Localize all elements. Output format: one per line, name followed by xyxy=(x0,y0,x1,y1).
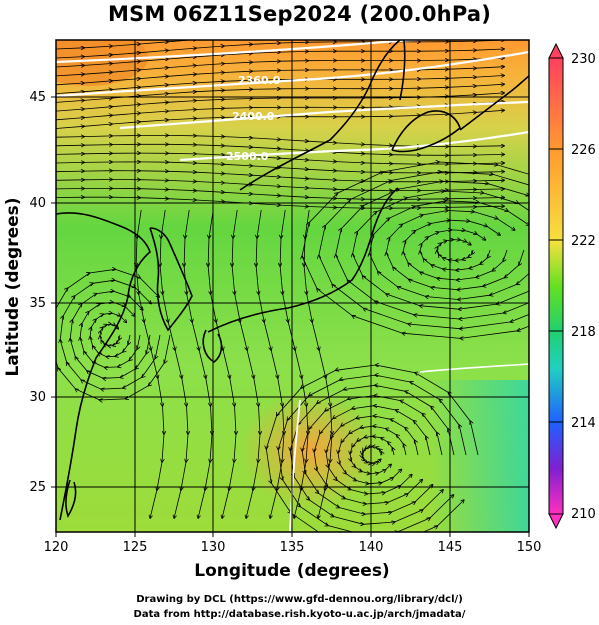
x-tick-label: 150 xyxy=(517,540,542,555)
x-tick-label: 130 xyxy=(201,540,226,555)
colorbar-label: 210 xyxy=(571,507,596,522)
colorbar-label: 226 xyxy=(571,143,596,158)
contour-line xyxy=(56,40,433,64)
y-tick-label: 40 xyxy=(29,196,46,211)
y-axis-label: Latitude (degrees) xyxy=(3,197,23,376)
coast-mainland-north xyxy=(239,40,401,191)
coast-sakhalin xyxy=(399,40,406,101)
contour-label: 2500.0 xyxy=(226,150,269,163)
coast-korea xyxy=(149,227,193,332)
x-tick-label: 125 xyxy=(123,540,148,555)
colorbar-min-arrow xyxy=(548,513,564,530)
x-tick-label: 120 xyxy=(44,540,69,555)
contour-line xyxy=(419,363,529,373)
y-tick-label: 30 xyxy=(29,390,46,405)
coast-honshu xyxy=(207,187,399,333)
contour-line xyxy=(56,50,529,98)
contour-labels: 2360.0 2400.0 2500.0 xyxy=(226,74,281,163)
streamline xyxy=(304,209,332,518)
y-tick-label: 45 xyxy=(29,90,46,105)
cool-edge xyxy=(430,380,529,532)
graticule xyxy=(56,40,529,532)
colorbar-label: 218 xyxy=(571,325,596,340)
y-axis: 25 30 35 40 45 Latitude (degrees) xyxy=(3,90,56,495)
colorbar-max-arrow xyxy=(548,42,564,59)
colorbar-scale xyxy=(548,57,564,515)
credit-data: Data from http://database.rish.kyoto-u.a… xyxy=(133,609,466,620)
coast-taiwan xyxy=(65,479,77,518)
x-axis-label: Longitude (degrees) xyxy=(194,561,389,581)
contour-label: 2400.0 xyxy=(232,110,275,123)
credit-drawing: Drawing by DCL (https://www.gfd-dennou.o… xyxy=(136,594,463,605)
coastlines xyxy=(56,40,529,521)
x-axis: 120 125 130 135 140 145 150 Longitude (d… xyxy=(44,532,542,581)
coast-kyushu xyxy=(202,329,223,363)
y-tick-label: 25 xyxy=(29,480,46,495)
map-title: MSM 06Z11Sep2024 (200.0hPa) xyxy=(107,2,492,26)
contour-line xyxy=(179,130,529,162)
map-plot-area: 2360.0 2400.0 2500.0 xyxy=(55,39,530,533)
coast-hokkaido xyxy=(391,110,461,153)
colorbar-label: 230 xyxy=(571,52,596,67)
x-tick-label: 135 xyxy=(280,540,305,555)
x-tick-label: 140 xyxy=(359,540,384,555)
height-contours xyxy=(56,40,529,532)
colorbar-label: 214 xyxy=(571,416,596,431)
contour-label: 2360.0 xyxy=(238,74,281,87)
x-tick-label: 145 xyxy=(438,540,463,555)
contour-line xyxy=(119,100,529,130)
colorbar-label: 222 xyxy=(571,234,596,249)
contour-line xyxy=(289,399,301,532)
coast-kurils xyxy=(459,75,529,131)
y-tick-label: 35 xyxy=(29,296,46,311)
coast-china xyxy=(56,212,151,521)
colorbar: 230 226 222 218 214 210 xyxy=(548,42,596,530)
